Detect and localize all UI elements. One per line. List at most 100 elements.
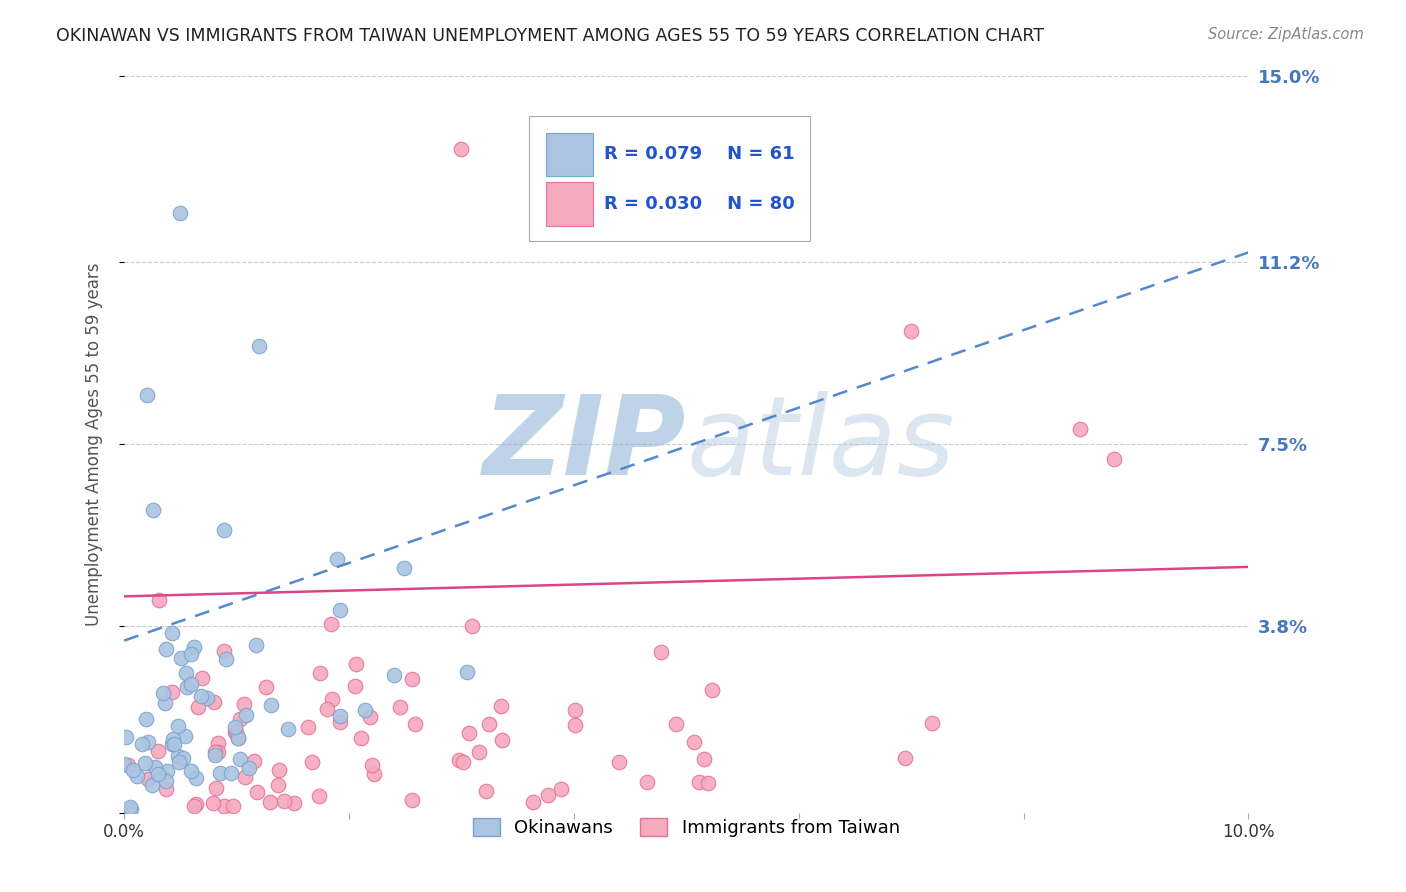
Point bbox=[134, 756, 156, 771]
Point bbox=[894, 751, 917, 765]
Point bbox=[212, 799, 235, 814]
Point bbox=[354, 703, 377, 717]
Point bbox=[702, 683, 724, 698]
Point bbox=[224, 725, 246, 739]
Point bbox=[900, 324, 922, 338]
Point bbox=[522, 795, 544, 809]
Point bbox=[186, 797, 208, 812]
Text: atlas: atlas bbox=[686, 391, 955, 498]
Legend: Okinawans, Immigrants from Taiwan: Okinawans, Immigrants from Taiwan bbox=[465, 810, 907, 844]
Point bbox=[180, 764, 202, 778]
Point bbox=[401, 793, 423, 807]
Point bbox=[160, 685, 183, 699]
FancyBboxPatch shape bbox=[546, 182, 593, 226]
Point bbox=[382, 668, 405, 682]
Point bbox=[204, 745, 226, 759]
Point bbox=[350, 731, 373, 746]
Point bbox=[153, 696, 176, 710]
Point bbox=[564, 703, 586, 717]
Point bbox=[148, 744, 170, 758]
Point bbox=[537, 788, 560, 802]
Point bbox=[316, 702, 339, 716]
Point bbox=[361, 757, 384, 772]
Point bbox=[209, 765, 232, 780]
Point bbox=[142, 502, 165, 516]
Point bbox=[636, 775, 658, 789]
Point bbox=[326, 551, 349, 566]
Point bbox=[187, 699, 209, 714]
Point bbox=[1102, 451, 1125, 466]
Point bbox=[195, 690, 218, 705]
Point bbox=[141, 778, 163, 792]
Point bbox=[156, 764, 179, 778]
Point bbox=[169, 755, 191, 769]
Point bbox=[146, 767, 169, 781]
Point bbox=[688, 775, 710, 789]
Point bbox=[329, 714, 352, 729]
Point bbox=[474, 784, 496, 798]
Point bbox=[176, 680, 198, 694]
Point bbox=[1069, 422, 1091, 436]
Point bbox=[205, 781, 228, 796]
Point bbox=[207, 745, 229, 759]
Point bbox=[214, 644, 236, 658]
Point bbox=[283, 797, 305, 811]
Point bbox=[136, 772, 159, 787]
Y-axis label: Unemployment Among Ages 55 to 59 years: Unemployment Among Ages 55 to 59 years bbox=[86, 262, 103, 626]
Point bbox=[228, 731, 250, 746]
Point bbox=[238, 761, 260, 775]
Text: ZIP: ZIP bbox=[482, 391, 686, 498]
Point bbox=[115, 731, 138, 745]
Point bbox=[450, 142, 472, 156]
Point bbox=[155, 641, 177, 656]
Text: R = 0.079    N = 61: R = 0.079 N = 61 bbox=[605, 145, 794, 163]
Point bbox=[489, 698, 512, 713]
Point bbox=[117, 758, 139, 772]
Point bbox=[267, 778, 290, 792]
Point bbox=[273, 794, 295, 808]
Point bbox=[191, 671, 214, 685]
Point bbox=[329, 603, 352, 617]
Point bbox=[461, 619, 484, 633]
Point bbox=[112, 757, 135, 772]
Point bbox=[650, 645, 672, 659]
Point bbox=[247, 339, 270, 353]
Point bbox=[229, 712, 252, 726]
Point bbox=[550, 781, 572, 796]
Point bbox=[229, 752, 252, 766]
Point bbox=[243, 754, 266, 768]
Point bbox=[160, 738, 183, 752]
Point bbox=[359, 710, 381, 724]
Point bbox=[388, 699, 411, 714]
Point bbox=[693, 752, 716, 766]
Point bbox=[143, 760, 166, 774]
Point bbox=[309, 665, 332, 680]
Point bbox=[458, 726, 481, 740]
Point bbox=[404, 716, 426, 731]
Point bbox=[162, 731, 184, 746]
Point bbox=[245, 638, 267, 652]
Point bbox=[226, 731, 249, 746]
Point bbox=[301, 755, 323, 769]
Point bbox=[235, 708, 257, 723]
Point bbox=[148, 593, 170, 607]
Point bbox=[169, 206, 191, 220]
Point bbox=[665, 717, 688, 731]
Point bbox=[491, 733, 513, 747]
Point bbox=[155, 781, 177, 796]
Point bbox=[344, 657, 367, 671]
Point bbox=[120, 801, 142, 815]
Point bbox=[173, 729, 195, 743]
Point bbox=[451, 755, 474, 769]
Text: Source: ZipAtlas.com: Source: ZipAtlas.com bbox=[1208, 27, 1364, 42]
Point bbox=[564, 717, 586, 731]
Point bbox=[125, 769, 148, 783]
Point bbox=[683, 735, 706, 749]
Point bbox=[224, 720, 246, 734]
Point bbox=[121, 763, 143, 777]
Point bbox=[183, 799, 205, 814]
Point bbox=[184, 771, 207, 785]
Point bbox=[207, 736, 229, 750]
Point bbox=[308, 789, 330, 803]
Point bbox=[135, 712, 157, 726]
